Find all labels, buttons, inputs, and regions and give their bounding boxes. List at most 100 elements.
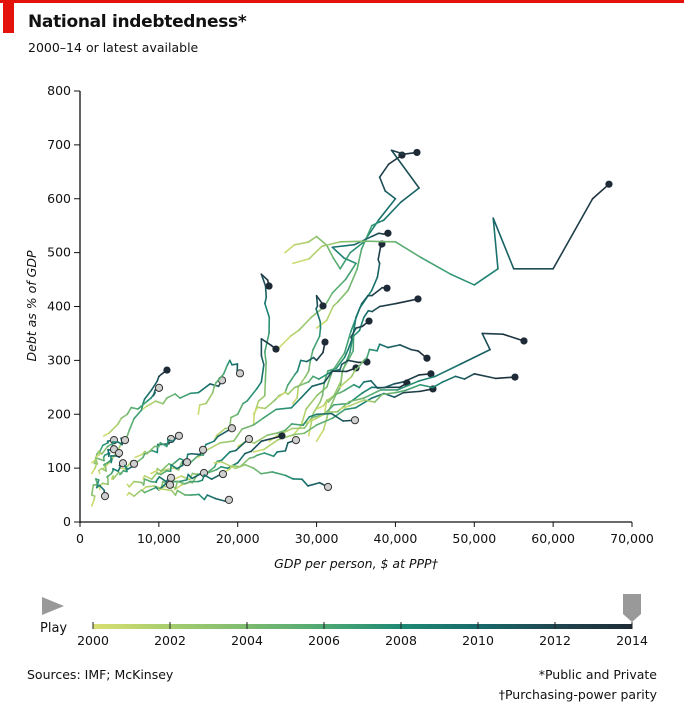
trajectory-segment [355,325,364,329]
trajectory-segment [301,478,309,487]
year-slider-track[interactable] [93,624,632,629]
trajectory-segment [299,359,308,363]
trajectory-segment [441,375,457,383]
trajectory-segment [373,393,383,403]
trajectory-segment [205,392,214,405]
x-tick-label: 20,000 [216,531,260,546]
trajectory-segment [363,389,382,399]
trajectory-segment [98,444,104,453]
trajectory-segment [257,394,266,403]
trajectory-segment [102,462,110,469]
play-button-label[interactable]: Play [40,621,68,636]
x-tick-label: 40,000 [374,531,418,546]
trajectory-segment [358,381,365,389]
x-tick-label: 0 [76,531,84,546]
y-tick-label: 200 [47,406,71,421]
trajectory-segment [253,434,269,444]
trajectory-segment [213,435,219,442]
end-point-latest [129,459,139,468]
y-tick-label: 100 [47,460,71,475]
trajectory-segment [315,412,333,416]
trajectory-segment [360,224,373,251]
x-tick-label: 60,000 [531,531,575,546]
end-point-latest [100,492,110,501]
trajectory-segment [393,391,405,398]
end-point-2014 [265,282,273,290]
trajectory-segment [312,401,321,415]
footnote-ppp: †Purchasing-power parity [498,687,657,702]
trajectory-segment [128,417,135,432]
trajectory-segment [378,302,398,308]
trajectory-segment [384,190,397,200]
trajectory-segment [290,329,300,337]
trajectory-segment [363,380,372,383]
end-point-2014 [352,364,360,372]
trajectory-segment [206,441,222,451]
trajectory-segment [266,432,279,436]
trajectory-segment [145,400,157,408]
trajectory-segment [190,452,201,456]
end-point-2014 [413,148,421,157]
trajectory-segment [91,467,96,475]
trajectory-segment [344,262,357,281]
trajectory-segment [378,197,397,221]
trajectory-segment [434,363,462,378]
trajectory-segment [272,451,278,458]
trajectory-segment [130,406,139,410]
trajectory-segment [160,470,168,476]
trajectories [90,148,613,507]
trajectory-segment [378,176,386,192]
footnote-public-private: *Public and Private [538,667,657,682]
x-axis-label: GDP per person, $ at PPP† [274,556,438,571]
trajectory-segment [292,432,306,436]
trajectory-segment [222,364,229,375]
trajectory-segment [323,370,334,384]
trajectory-segment [348,399,365,407]
play-icon[interactable] [42,597,64,615]
trajectory [90,478,110,507]
trajectory-segment [170,489,177,496]
trajectory-segment [252,467,262,475]
trajectory-segment [382,201,402,222]
trajectory-segment [290,397,302,409]
trajectory-segment [255,381,263,390]
trajectory-segment [276,391,287,399]
trajectory-segment [363,309,370,319]
y-tick-label: 400 [47,299,71,314]
trajectory-segment [339,363,343,371]
trajectory [292,240,386,437]
trajectory-segment [370,221,381,227]
trajectory-segment [331,243,356,249]
trajectory-segment [318,327,322,338]
trajectory-segment [143,488,152,494]
trajectory [299,332,528,426]
trajectory-segment [325,244,335,259]
end-point-latest [350,416,360,425]
slider-handle[interactable] [623,594,641,622]
trajectory-segment [197,404,201,416]
trajectory-segment [260,273,269,281]
trajectory [315,148,421,329]
y-tick-label: 300 [47,352,71,367]
trajectory-segment [260,437,275,442]
slider-year-label: 2012 [539,633,571,648]
trajectory-segment [371,305,381,313]
trajectory-segment [260,471,274,475]
trajectory-segment [252,413,256,426]
trajectory-segment [361,386,373,394]
trajectory [197,364,360,459]
trajectory-segment [394,241,422,259]
trajectory-segment [101,445,109,455]
trajectory-segment [323,370,329,383]
trajectory-segment [341,359,349,371]
trajectory-segment [325,305,335,322]
trajectory-segment [318,372,330,380]
trajectory-segment [305,394,318,410]
trajectory-segment [236,402,244,416]
trajectory-segment [473,373,497,380]
trajectory-segment [315,235,328,246]
trajectory-segment [463,373,476,380]
trajectory-segment [219,440,235,444]
trajectory-segment [492,217,515,270]
trajectory-segment [396,380,420,391]
